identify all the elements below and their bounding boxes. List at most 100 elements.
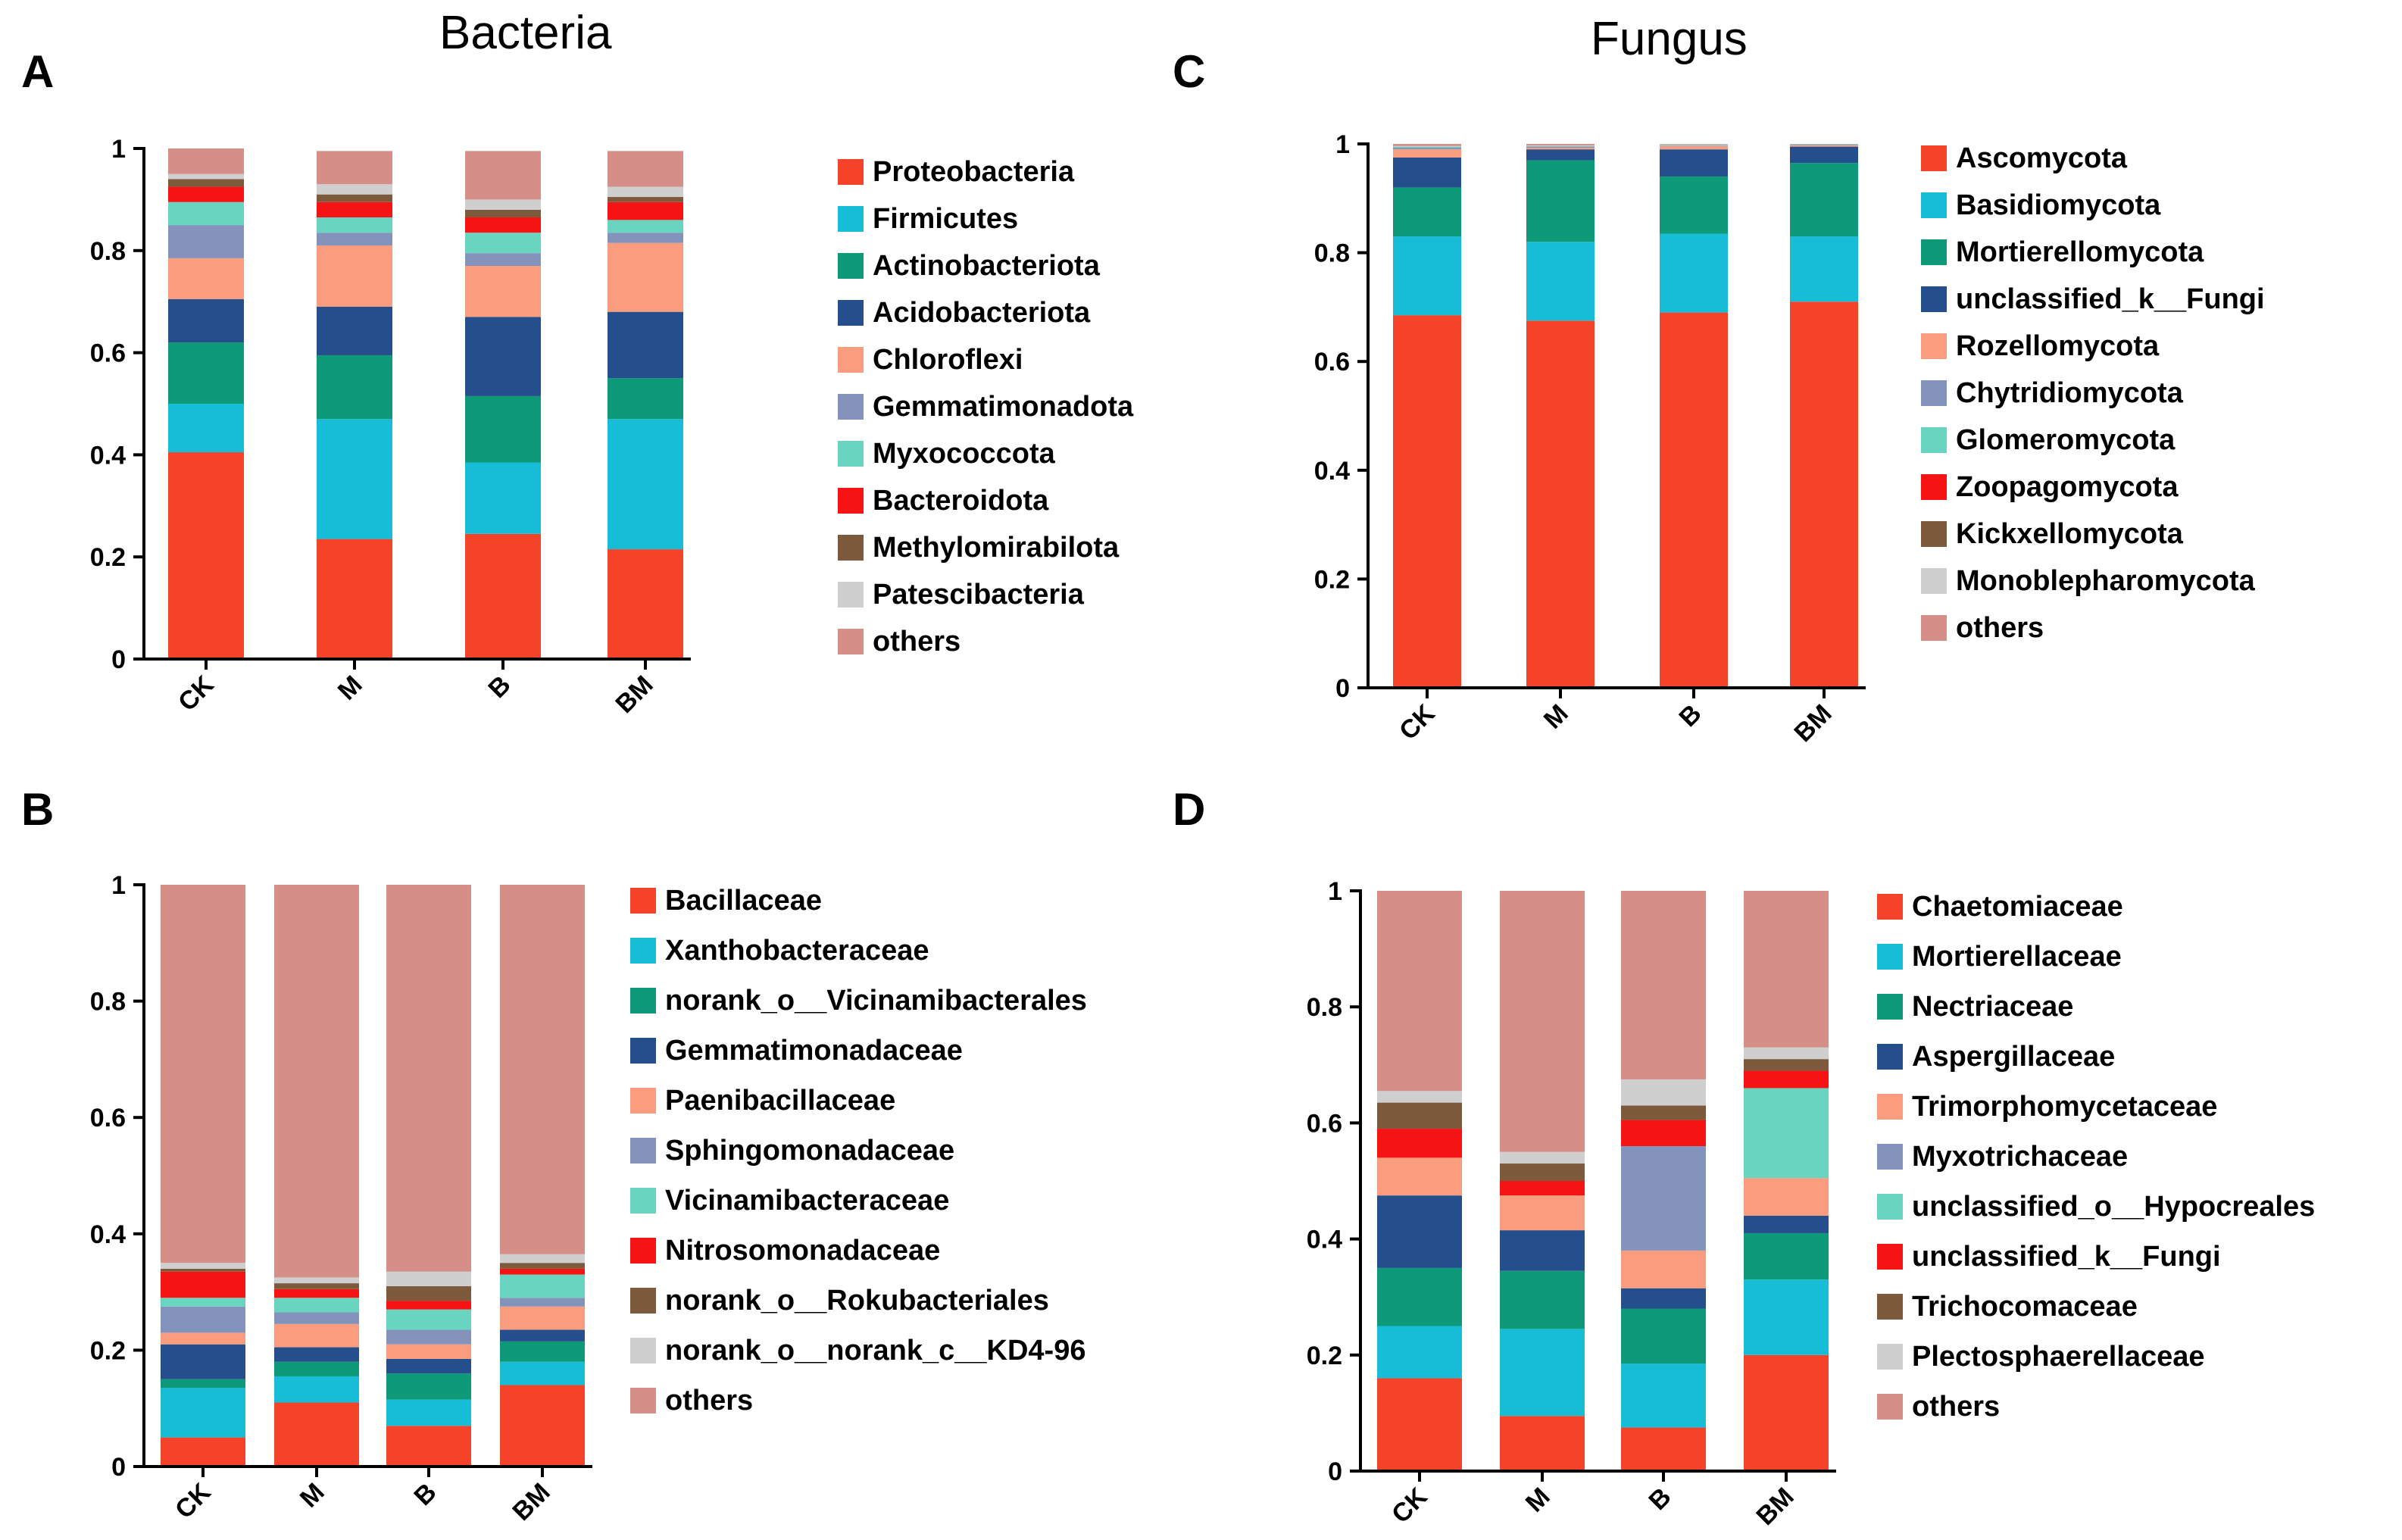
legend-item-d-1: Mortierellaceae [1877,932,2315,982]
bar-segment-m-10 [1500,891,1585,1152]
legend-label: Actinobacteriota [873,249,1100,282]
legend-label: others [665,1384,754,1417]
bar-segment-m-10 [1526,144,1595,146]
legend-swatch [1877,1194,1903,1220]
legend-item-d-8: Trichocomaceae [1877,1282,2315,1332]
bar-stack-b [1621,891,1706,1471]
y-tick-label: 0.6 [1314,348,1350,376]
legend-label: Patescibacteria [873,578,1084,611]
bar-stack-bm [1790,144,1858,688]
legend-item-c-2: Mortierellomycota [1921,229,2265,276]
bar-segment-ck-4 [1377,1157,1462,1196]
legend-swatch [838,394,864,420]
legend-item-a-8: Methylomirabilota [838,524,1133,571]
bar-segment-b-8 [465,209,541,217]
bar-segment-m-3 [1500,1230,1585,1271]
legend-label: Chaetomiaceae [1912,890,2123,923]
legend-item-a-3: Acidobacteriota [838,289,1133,336]
bar-segment-bm-7 [608,201,683,220]
legend-item-c-3: unclassified_k__Fungi [1921,276,2265,323]
y-tick-label: 0.8 [90,237,126,266]
legend-item-d-3: Aspergillaceae [1877,1032,2315,1082]
bar-segment-b-1 [386,1399,471,1426]
y-tick-label: 0.8 [1307,993,1342,1022]
legend-swatch [1877,1344,1903,1370]
bar-segment-m-3 [317,306,392,355]
bar-segment-bm-4 [1744,1178,1829,1216]
legend-label: Bacillaceae [665,884,823,917]
legend-swatch [1921,521,1947,547]
legend-item-a-4: Chloroflexi [838,336,1133,383]
bar-segment-m-8 [1500,1164,1585,1181]
legend-item-d-0: Chaetomiaceae [1877,882,2315,932]
bar-segment-m-4 [1526,148,1595,150]
bar-segment-bm-6 [500,1274,585,1298]
legend-item-d-7: unclassified_k__Fungi [1877,1232,2315,1282]
legend-item-b-3: Gemmatimonadaceae [630,1026,1087,1076]
bar-segment-bm-6 [608,220,683,233]
y-tick-label: 0 [1335,674,1350,703]
legend-item-b-1: Xanthobacteraceae [630,926,1087,976]
y-tick-label: 0 [111,645,126,674]
panel-letter-b: B [21,784,55,835]
bacteria-heading: Bacteria [439,7,612,59]
legend-label: Zoopagomycota [1956,470,2179,503]
legend-swatch [1921,615,1947,641]
legend-swatch [838,629,864,654]
legend-swatch [838,347,864,373]
legend-swatch [838,441,864,467]
bar-segment-ck-2 [161,1379,245,1388]
legend-label: Glomeromycota [1956,423,2176,456]
bar-segment-ck-4 [1393,149,1461,158]
x-tick-label-bm: BM [1751,1482,1799,1531]
bar-stack-ck [161,885,245,1467]
legend-item-d-6: unclassified_o__Hypocreales [1877,1182,2315,1232]
bar-segment-ck-10 [1393,144,1461,146]
bar-segment-bm-9 [500,1254,585,1264]
legend-item-c-7: Zoopagomycota [1921,464,2265,511]
legend-label: Firmicutes [873,202,1019,235]
legend-swatch [1877,944,1903,970]
bar-segment-ck-5 [1393,148,1461,150]
bar-segment-ck-2 [168,342,244,404]
legend-swatch [630,1038,656,1064]
bar-segment-ck-9 [168,173,244,180]
legend-label: others [873,625,961,658]
legend-swatch [1877,1394,1903,1420]
bar-segment-ck-9 [161,1263,245,1269]
bar-segment-bm-0 [500,1385,585,1467]
bar-segment-m-3 [1526,149,1595,161]
legend-item-b-6: Vicinamibacteraceae [630,1176,1087,1226]
bar-segment-ck-0 [168,452,244,659]
bar-segment-m-9 [1526,145,1595,146]
bar-segment-ck-10 [161,885,245,1264]
bar-segment-ck-8 [168,179,244,187]
fungus-heading: Fungus [1591,13,1748,65]
y-tick-label: 0.2 [1314,565,1350,594]
legend-label: Xanthobacteraceae [665,934,929,967]
x-tick-label-m: M [1520,1482,1556,1518]
legend-item-c-4: Rozellomycota [1921,323,2265,370]
legend-item-d-4: Trimorphomycetaceae [1877,1082,2315,1132]
bar-segment-b-0 [1621,1427,1706,1471]
bar-segment-m-8 [317,194,392,202]
bar-segment-b-4 [465,266,541,317]
legend-label: Trichocomaceae [1912,1290,2138,1323]
legend-label: Bacteroidota [873,484,1049,517]
legend-item-b-10: others [630,1376,1087,1426]
legend-swatch [630,1138,656,1164]
bar-segment-bm-10 [1790,144,1858,145]
bar-segment-ck-3 [161,1344,245,1379]
bar-segment-m-1 [1526,242,1595,321]
legend-label: unclassified_k__Fungi [1956,283,2265,315]
legend-swatch [1921,145,1947,171]
bar-segment-b-9 [1621,1079,1706,1106]
bar-segment-bm-3 [500,1329,585,1342]
legend-item-a-6: Myxococcota [838,430,1133,477]
bar-segment-m-10 [274,885,359,1278]
bar-segment-ck-9 [1393,145,1461,147]
bar-segment-m-0 [1500,1416,1585,1471]
legend-swatch [1877,1044,1903,1070]
legend-swatch [1877,994,1903,1020]
